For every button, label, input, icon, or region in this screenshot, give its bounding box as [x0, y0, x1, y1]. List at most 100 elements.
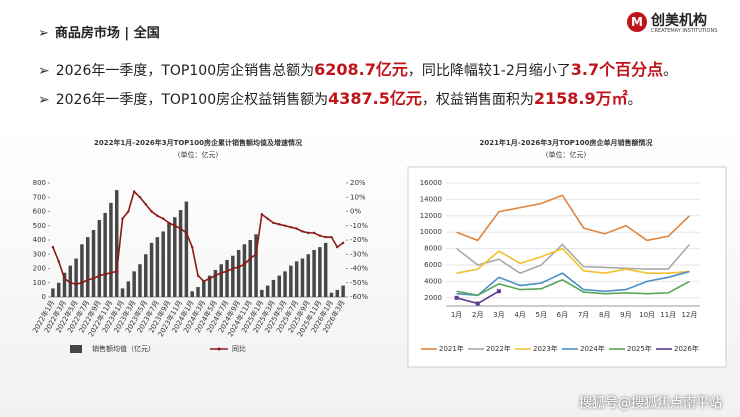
bar: [103, 212, 107, 297]
line-point: [138, 196, 142, 199]
y-tick-label: 4000: [424, 277, 442, 285]
bar: [109, 202, 113, 297]
bar: [312, 249, 316, 297]
line-point: [156, 214, 159, 217]
series-line: [456, 278, 690, 297]
line-point: [167, 221, 171, 225]
x-tick-label: 2月: [472, 311, 483, 319]
bar: [329, 292, 334, 297]
line-point: [214, 274, 217, 277]
bar: [254, 234, 258, 297]
x-tick-label: 5月: [536, 311, 547, 319]
x-tick-label: 3月: [493, 311, 504, 319]
line-point: [98, 274, 101, 277]
bullet-text: 3.7个百分点: [570, 60, 664, 79]
line-point: [121, 217, 124, 220]
line-point: [475, 301, 480, 306]
legend-swatch: [70, 345, 82, 353]
bar: [335, 289, 340, 297]
bar: [300, 258, 305, 297]
y-tick-label: 400: [33, 236, 46, 244]
line-point: [496, 289, 501, 294]
watermark: 搜狐号@搜狐焦点南平站: [578, 396, 722, 411]
legend-label: 同比: [232, 344, 246, 353]
bar: [144, 254, 148, 297]
line-point: [196, 274, 200, 277]
line-point: [307, 231, 310, 235]
line-point: [69, 281, 72, 284]
bar: [62, 272, 67, 297]
legend-label: 2021年: [439, 344, 464, 353]
y2-tick-label: 20%: [350, 179, 366, 187]
line-point: [249, 257, 252, 260]
bar: [294, 261, 299, 297]
line-point: [312, 231, 316, 235]
logo-name: 创美机构: [651, 13, 707, 29]
line-point: [301, 230, 304, 233]
bar: [213, 269, 218, 297]
y-tick-label: 10000: [420, 228, 442, 236]
bar: [219, 264, 223, 297]
y2-tick-label: -20%: [350, 236, 368, 244]
line-point: [161, 217, 165, 220]
bar: [306, 254, 311, 297]
bullet-text: 2026年一季度，TOP100房企销售总额为: [55, 63, 315, 79]
bar: [283, 271, 287, 297]
legend-swatch: [217, 347, 221, 351]
bar: [242, 244, 247, 297]
bar: [207, 275, 212, 297]
line-point: [454, 295, 459, 300]
bar: [277, 275, 281, 297]
y-tick-label: 300: [33, 250, 46, 258]
y-tick-label: 12000: [420, 212, 442, 220]
bullet-text: 。: [627, 92, 642, 108]
bar: [178, 210, 183, 297]
bullet-text: 。: [663, 63, 678, 79]
y-tick-label: 16000: [420, 179, 442, 187]
legend-label: 2022年: [486, 344, 511, 353]
series-line: [456, 194, 690, 242]
bullet-text: 2158.9万㎡: [533, 89, 628, 108]
bullet: ➢ 2026年一季度，TOP100房企权益销售额为4387.5亿元，权益销售面积为…: [38, 89, 642, 108]
bar: [190, 291, 194, 297]
series-line: [456, 247, 690, 275]
line-point: [150, 210, 153, 213]
y-tick-label: 700: [33, 193, 46, 201]
bullet-text: 2026年一季度，TOP100房企权益销售额为: [55, 92, 329, 108]
line-point: [80, 281, 84, 284]
line-point: [115, 270, 118, 273]
y2-tick-label: 0%: [350, 208, 361, 216]
series-line: [52, 190, 344, 285]
y2-tick-label: -60%: [350, 293, 368, 301]
bar: [173, 217, 177, 297]
line-point: [127, 210, 130, 213]
bar: [51, 288, 55, 297]
line-point: [185, 231, 188, 235]
x-tick-label: 10月: [639, 311, 655, 319]
bar: [97, 220, 102, 297]
bar: [68, 265, 73, 297]
line-point: [272, 221, 275, 225]
bullet-text: ，同比降幅较1-2月缩小了: [407, 63, 571, 79]
series-line: [456, 270, 690, 297]
x-tick-label: 8月: [599, 311, 610, 319]
y-tick-label: 600: [33, 208, 46, 216]
bar: [323, 242, 328, 297]
logo-mark: M: [627, 12, 647, 32]
line-point: [220, 271, 223, 274]
line-point: [289, 225, 293, 229]
y-tick-label: 2000: [424, 294, 442, 302]
line-point: [144, 203, 147, 206]
line-point: [103, 273, 107, 276]
bar: [318, 247, 322, 297]
y2-tick-label: -30%: [350, 250, 368, 258]
bar: [155, 237, 160, 297]
bar: [56, 282, 61, 297]
line-point: [179, 227, 182, 230]
logo-sub: CREATEMAY INSTITUTIONS: [651, 28, 718, 34]
x-tick-label: 1月: [451, 311, 462, 319]
line-point: [243, 263, 246, 266]
line-point: [330, 235, 333, 239]
line-point: [231, 267, 235, 270]
